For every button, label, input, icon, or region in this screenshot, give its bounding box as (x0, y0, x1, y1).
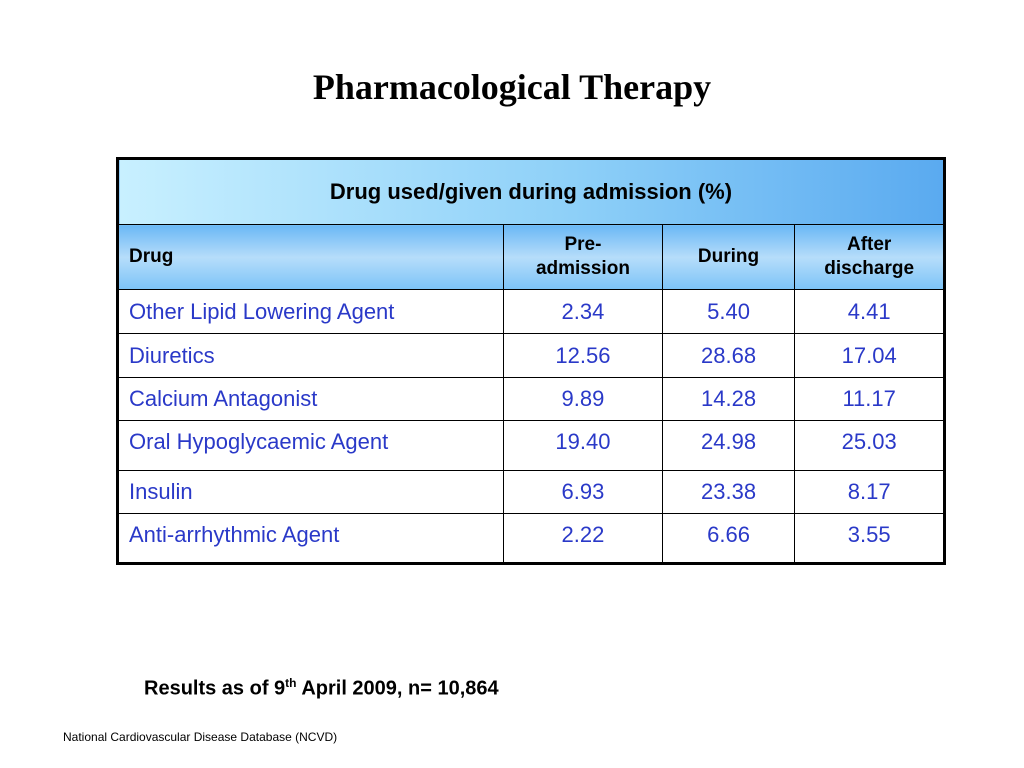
table-caption: Drug used/given during admission (%) (117, 158, 945, 225)
header-pre-admission: Pre-admission (503, 224, 663, 290)
header-drug: Drug (116, 224, 505, 290)
pre-admission-value: 6.93 (503, 470, 663, 514)
source-label: National Cardiovascular Disease Database… (63, 730, 338, 744)
table-row: Anti-arrhythmic Agent 2.22 6.66 3.55 (116, 513, 945, 564)
during-value: 28.68 (661, 333, 796, 378)
table-row: Diuretics 12.56 28.68 17.04 (116, 333, 945, 378)
header-after-line1: After (846, 234, 892, 255)
table-row: Insulin 6.93 23.38 8.17 (116, 470, 945, 514)
footnote-suffix: April 2009, n= 10,864 (296, 677, 499, 700)
drug-name: Calcium Antagonist (116, 377, 505, 421)
footnote-superscript: th (285, 676, 297, 690)
after-discharge-value: 3.55 (794, 513, 945, 564)
table-header-row: Drug Pre-admission During After discharge (116, 224, 945, 290)
slide-title: Pharmacological Therapy (312, 67, 712, 107)
drug-name: Diuretics (116, 333, 505, 378)
pre-admission-value: 12.56 (503, 333, 663, 378)
after-discharge-value: 8.17 (794, 470, 945, 514)
drug-name: Anti-arrhythmic Agent (116, 513, 505, 564)
during-value: 5.40 (661, 289, 796, 334)
after-discharge-value: 11.17 (794, 377, 945, 421)
header-during: During (661, 224, 796, 290)
header-pre-line1: Pre- (564, 234, 602, 255)
footnote-prefix: Results as of 9 (144, 677, 286, 700)
pre-admission-value: 2.34 (503, 289, 663, 334)
pre-admission-value: 9.89 (503, 377, 663, 421)
pre-admission-value: 19.40 (503, 420, 663, 471)
drug-table: Drug used/given during admission (%) Dru… (116, 157, 946, 565)
table-caption-row: Drug used/given during admission (%) (117, 158, 945, 225)
results-footnote: Results as of 9th April 2009, n= 10,864 (144, 676, 499, 701)
table-row: Oral Hypoglycaemic Agent 19.40 24.98 25.… (116, 420, 945, 471)
during-value: 23.38 (661, 470, 796, 514)
after-discharge-value: 25.03 (794, 420, 945, 471)
during-value: 6.66 (661, 513, 796, 564)
pre-admission-value: 2.22 (503, 513, 663, 564)
table-row: Other Lipid Lowering Agent 2.34 5.40 4.4… (116, 289, 945, 334)
drug-name: Other Lipid Lowering Agent (116, 289, 505, 334)
after-discharge-value: 17.04 (794, 333, 945, 378)
during-value: 14.28 (661, 377, 796, 421)
during-value: 24.98 (661, 420, 796, 471)
header-after-line2: discharge (824, 258, 915, 279)
header-pre-line2: admission (535, 258, 630, 279)
table-row: Calcium Antagonist 9.89 14.28 11.17 (116, 377, 945, 421)
after-discharge-value: 4.41 (794, 289, 945, 334)
drug-name: Insulin (116, 470, 505, 514)
header-after-discharge: After discharge (794, 224, 945, 290)
drug-name: Oral Hypoglycaemic Agent (116, 420, 505, 471)
